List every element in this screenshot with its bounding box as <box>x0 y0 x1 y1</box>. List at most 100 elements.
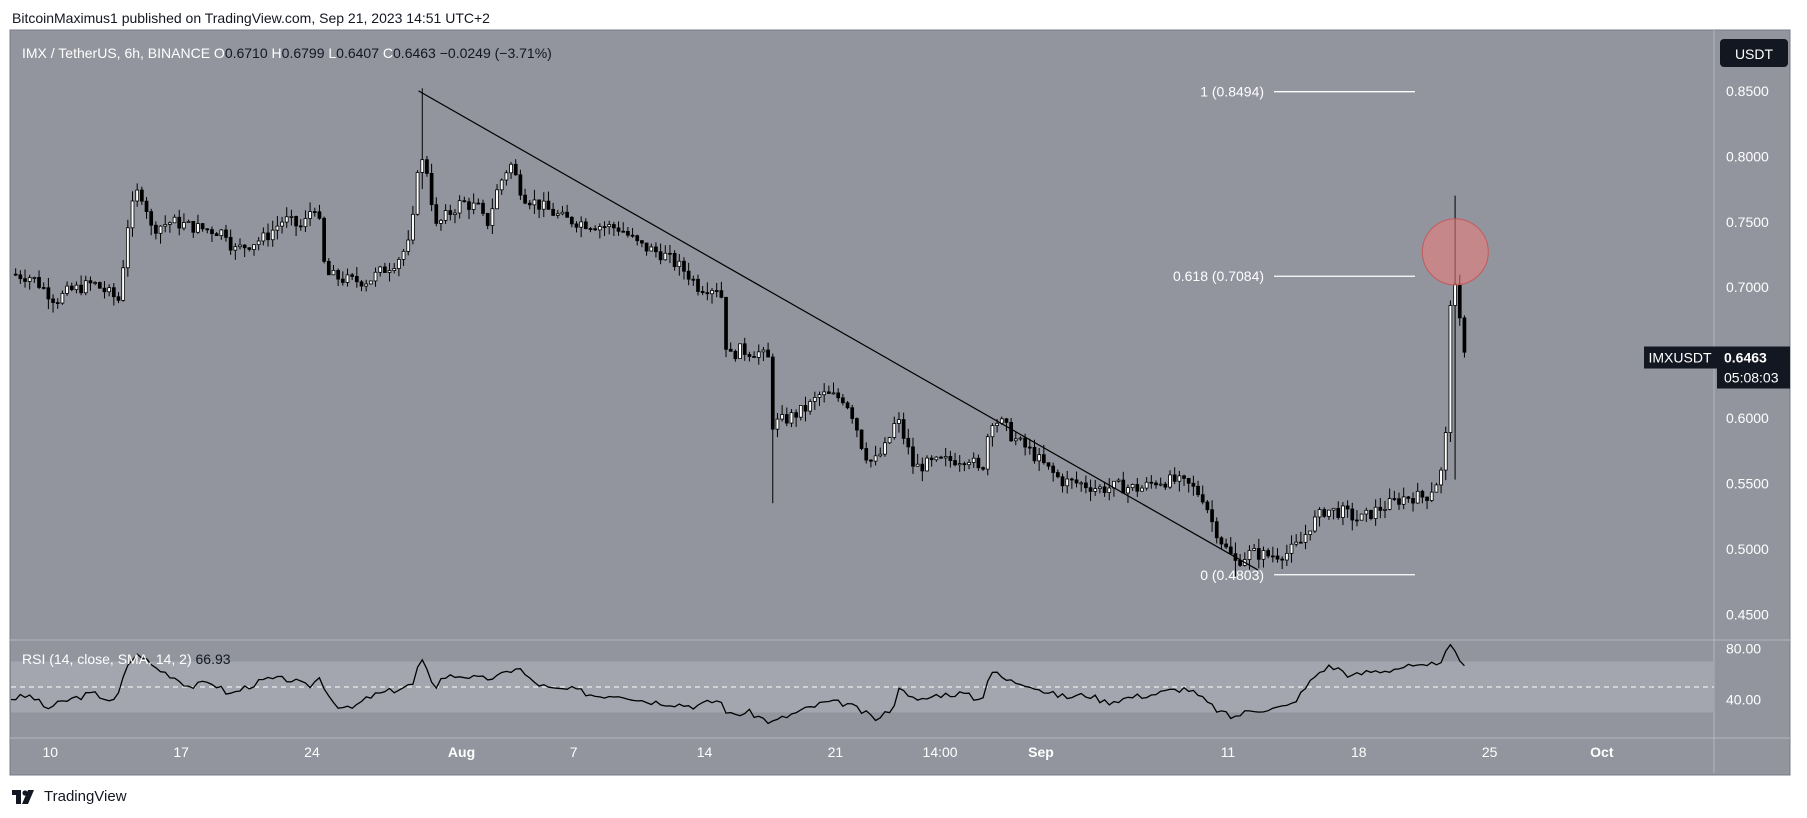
candle <box>537 199 541 219</box>
candle-body-up <box>107 287 111 293</box>
candle-body-down <box>55 302 60 304</box>
candle <box>794 409 798 427</box>
price-axis-tick: 0.8000 <box>1726 148 1769 164</box>
candle <box>1373 499 1378 526</box>
candle <box>1168 470 1172 489</box>
candle-body-down <box>317 211 322 219</box>
candle-body-up <box>27 277 32 282</box>
currency-button-label: USDT <box>1735 46 1774 62</box>
candle-body-up <box>331 269 336 276</box>
candle <box>359 280 364 292</box>
candle-body-down <box>1004 418 1009 423</box>
candle-body-up <box>1177 475 1182 482</box>
candle-body-down <box>906 437 911 448</box>
candle <box>354 266 359 288</box>
candle <box>705 282 710 301</box>
candle-body-up <box>649 246 654 252</box>
candle <box>855 417 859 438</box>
candle <box>1355 510 1359 527</box>
candle-body-down <box>911 446 915 467</box>
candle <box>280 216 284 234</box>
candle-body-up <box>812 397 817 402</box>
candle-body-down <box>841 397 845 404</box>
candle <box>163 215 168 233</box>
candle-body-down <box>154 224 158 234</box>
price-axis-tick: 0.7000 <box>1726 279 1769 295</box>
candle <box>939 455 943 460</box>
candle-body-down <box>901 419 906 439</box>
candle <box>967 459 971 470</box>
candle <box>523 188 527 205</box>
candle-body-down <box>383 266 387 273</box>
candle-body-up <box>130 200 135 229</box>
candle <box>1214 517 1219 544</box>
tradingview-footer[interactable]: TradingView <box>12 788 127 805</box>
candle-body-down <box>46 287 51 300</box>
candle <box>691 275 696 286</box>
candle-body-up <box>1168 474 1172 488</box>
candle-body-down <box>733 350 738 360</box>
candle-body-down <box>1275 555 1280 560</box>
candle-body-down <box>1406 496 1411 499</box>
candle-body-down <box>747 354 752 357</box>
candle <box>901 412 906 445</box>
candle <box>1256 538 1261 569</box>
candle-body-down <box>719 290 724 298</box>
candle-body-down <box>784 414 789 424</box>
candle <box>836 388 841 402</box>
candle <box>378 265 383 277</box>
candle <box>780 405 784 422</box>
candle-body-up <box>738 343 742 360</box>
candle <box>1364 507 1369 522</box>
candle <box>873 445 878 466</box>
candle <box>686 262 691 286</box>
candle-body-down <box>1411 498 1415 504</box>
price-pane[interactable]: 0.85000.80000.75000.70000.65000.60000.55… <box>13 83 1769 623</box>
candle-body-up <box>1331 507 1336 511</box>
candle <box>579 216 584 238</box>
candle <box>443 204 448 224</box>
candle <box>125 219 130 277</box>
candle-body-down <box>214 233 219 237</box>
candle-body-up <box>1140 487 1144 492</box>
currency-button[interactable]: USDT <box>1720 39 1788 67</box>
candle <box>504 170 509 186</box>
candle-body-down <box>224 229 228 238</box>
candle <box>1303 524 1308 550</box>
candle <box>1079 481 1084 492</box>
symbol-ohlc-header[interactable]: IMX / TetherUS, 6h, BINANCE O0.6710 H0.6… <box>22 45 552 61</box>
candle <box>485 212 490 230</box>
candle <box>1299 531 1303 544</box>
candle <box>93 281 97 286</box>
candle-body-down <box>1046 462 1051 467</box>
time-axis-tick: 7 <box>570 744 578 760</box>
candle-body-down <box>1397 498 1401 505</box>
candle-body-up <box>345 274 350 283</box>
candle-body-down <box>770 356 775 430</box>
candle-body-up <box>892 423 897 438</box>
chart-background <box>9 29 1791 776</box>
candle <box>191 220 196 238</box>
candle-body-down <box>583 221 588 229</box>
candle <box>317 204 322 220</box>
candle-body-down <box>640 240 644 244</box>
candle-body-down <box>336 269 340 280</box>
descending-trendline[interactable] <box>418 90 1259 571</box>
publisher-line: BitcoinMaximus1 published on TradingView… <box>12 10 490 26</box>
candle-body-up <box>1247 550 1252 560</box>
candle-body-up <box>233 246 238 251</box>
candle-body-down <box>714 290 719 292</box>
candle-body-up <box>74 284 79 291</box>
candle <box>532 189 537 214</box>
candle-body-down <box>803 405 808 412</box>
candle-body-down <box>518 174 523 196</box>
rsi-legend[interactable]: RSI (14, close, SMA, 14, 2) 66.93 <box>22 651 231 667</box>
candle <box>350 272 355 280</box>
candle <box>149 208 154 236</box>
symbol-info: IMX / TetherUS, 6h, BINANCE <box>22 45 214 61</box>
rsi-pane[interactable]: RSI (14, close, SMA, 14, 2) 66.93 80.00 40… <box>10 641 1761 725</box>
candle <box>1294 534 1299 547</box>
candle-body-down <box>69 285 74 291</box>
candle-body-down <box>149 211 154 226</box>
